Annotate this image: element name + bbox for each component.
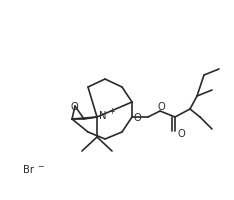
Text: N: N [99, 110, 107, 120]
Text: O: O [177, 128, 185, 138]
Text: O: O [133, 112, 141, 122]
Text: +: + [108, 107, 114, 116]
Text: −: − [37, 162, 43, 171]
Text: O: O [70, 101, 78, 111]
Text: O: O [157, 101, 165, 111]
Text: Br: Br [22, 164, 33, 174]
